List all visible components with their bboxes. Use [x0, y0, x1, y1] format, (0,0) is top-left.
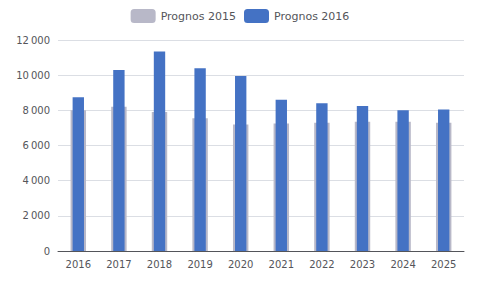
svg-text:2017: 2017 [106, 259, 131, 270]
svg-text:4 000: 4 000 [23, 175, 50, 186]
svg-text:2021: 2021 [269, 259, 294, 270]
svg-text:2016: 2016 [66, 259, 91, 270]
svg-text:2022: 2022 [309, 259, 334, 270]
svg-text:Prognos 2015: Prognos 2015 [161, 10, 236, 23]
svg-text:2024: 2024 [390, 259, 415, 270]
svg-text:2023: 2023 [350, 259, 375, 270]
svg-text:2025: 2025 [431, 259, 456, 270]
svg-text:2020: 2020 [228, 259, 253, 270]
svg-text:Prognos 2016: Prognos 2016 [274, 10, 349, 23]
svg-text:2 000: 2 000 [23, 210, 50, 221]
svg-text:0: 0 [44, 246, 50, 257]
svg-text:2018: 2018 [147, 259, 172, 270]
svg-text:8 000: 8 000 [23, 105, 50, 116]
svg-text:12 000: 12 000 [16, 35, 50, 46]
svg-text:6 000: 6 000 [23, 140, 50, 151]
svg-text:2019: 2019 [187, 259, 212, 270]
svg-text:10 000: 10 000 [16, 70, 50, 81]
